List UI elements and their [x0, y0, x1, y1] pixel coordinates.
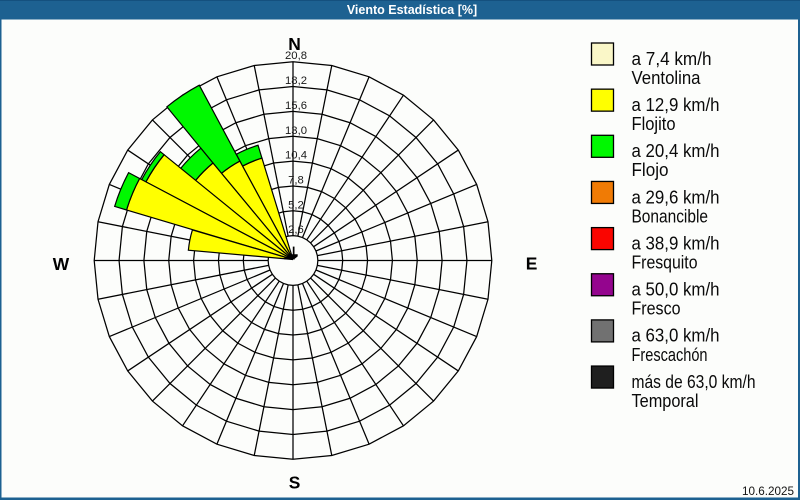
svg-text:a 38,9 km/h: a 38,9 km/h	[632, 232, 720, 253]
svg-text:Temporal: Temporal	[632, 390, 699, 411]
svg-text:S: S	[289, 473, 301, 493]
svg-text:7,8: 7,8	[288, 174, 304, 186]
svg-text:Fresco: Fresco	[632, 298, 681, 319]
svg-text:más de 63,0 km/h: más de 63,0 km/h	[632, 371, 756, 392]
svg-text:10,4: 10,4	[285, 150, 307, 162]
svg-text:E: E	[526, 254, 538, 274]
svg-text:Fresquito: Fresquito	[632, 252, 698, 273]
svg-text:10.6.2025: 10.6.2025	[742, 485, 794, 498]
svg-text:20,8: 20,8	[285, 50, 307, 62]
svg-text:Viento Estadística [%]: Viento Estadística [%]	[347, 3, 477, 17]
svg-text:15,6: 15,6	[285, 100, 307, 112]
svg-text:a 50,0 km/h: a 50,0 km/h	[632, 279, 720, 300]
svg-text:a 20,4 km/h: a 20,4 km/h	[632, 140, 720, 161]
svg-text:a 29,6 km/h: a 29,6 km/h	[632, 186, 720, 207]
svg-text:Bonancible: Bonancible	[632, 205, 709, 226]
svg-text:Flojito: Flojito	[632, 113, 676, 134]
svg-text:Frescachón: Frescachón	[632, 344, 708, 365]
svg-text:5,2: 5,2	[288, 199, 304, 211]
svg-text:W: W	[53, 254, 70, 274]
svg-text:Ventolina: Ventolina	[632, 67, 702, 88]
svg-text:13,0: 13,0	[285, 125, 307, 137]
svg-text:N: N	[288, 34, 301, 54]
svg-text:a 7,4 km/h: a 7,4 km/h	[632, 48, 712, 69]
svg-text:18,2: 18,2	[285, 75, 307, 87]
svg-text:2,6: 2,6	[288, 224, 304, 236]
svg-text:a 63,0 km/h: a 63,0 km/h	[632, 325, 720, 346]
svg-text:a 12,9 km/h: a 12,9 km/h	[632, 94, 720, 115]
svg-text:Flojo: Flojo	[632, 159, 669, 180]
